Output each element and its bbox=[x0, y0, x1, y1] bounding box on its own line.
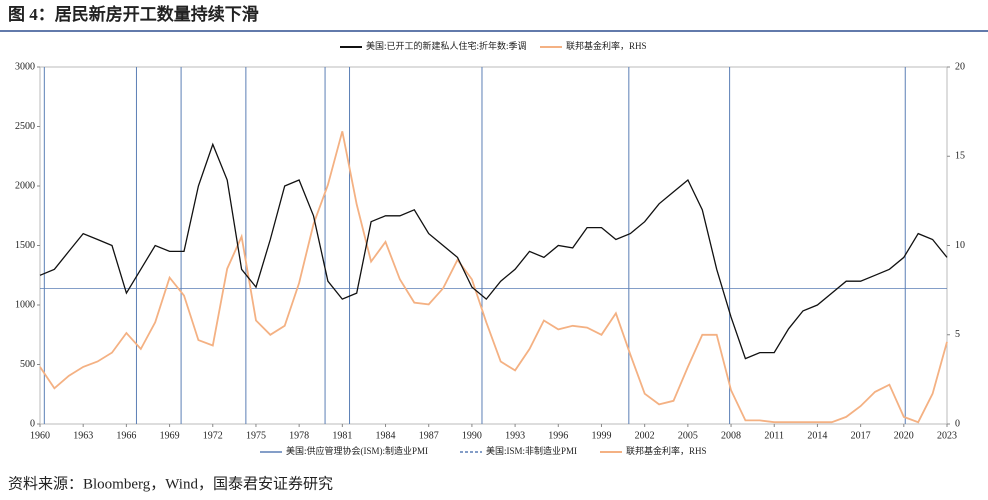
y2-tick-label: 20 bbox=[955, 61, 965, 72]
x-tick-label: 2023 bbox=[937, 430, 957, 441]
x-tick-label: 1987 bbox=[419, 430, 439, 441]
x-tick-label: 1963 bbox=[73, 430, 93, 441]
x-tick-label: 1990 bbox=[462, 430, 482, 441]
y-tick-label: 1500 bbox=[15, 240, 35, 251]
y-tick-label: 0 bbox=[30, 418, 35, 429]
chart-title: 图 4：居民新房开工数量持续下滑 bbox=[8, 4, 259, 24]
legend-label: 美国:ISM:非制造业PMI bbox=[486, 445, 577, 456]
legend-label: 联邦基金利率，RHS bbox=[626, 445, 707, 456]
x-tick-label: 1981 bbox=[332, 430, 352, 441]
x-tick-label: 1978 bbox=[289, 430, 309, 441]
source: 资料来源：Bloomberg，Wind，国泰君安证券研究 bbox=[8, 475, 333, 492]
x-tick-label: 2005 bbox=[678, 430, 698, 441]
series-line bbox=[39, 142, 948, 360]
x-tick-label: 1996 bbox=[548, 430, 568, 441]
y-tick-label: 500 bbox=[20, 359, 35, 370]
x-tick-label: 2020 bbox=[894, 430, 914, 441]
y2-tick-label: 15 bbox=[955, 151, 965, 162]
legend-label: 美国:已开工的新建私人住宅:折年数:季调 bbox=[366, 40, 527, 51]
x-tick-label: 1960 bbox=[30, 430, 50, 441]
y2-tick-label: 10 bbox=[955, 240, 965, 251]
series-line bbox=[39, 131, 948, 424]
x-tick-label: 1984 bbox=[376, 430, 396, 441]
x-tick-label: 2008 bbox=[721, 430, 741, 441]
x-tick-label: 2002 bbox=[635, 430, 655, 441]
y-tick-label: 2500 bbox=[15, 121, 35, 132]
y2-tick-label: 0 bbox=[955, 418, 960, 429]
y2-tick-label: 5 bbox=[955, 329, 960, 340]
x-tick-label: 1966 bbox=[116, 430, 136, 441]
y-tick-label: 3000 bbox=[15, 61, 35, 72]
y-tick-label: 1000 bbox=[15, 299, 35, 310]
y-tick-label: 2000 bbox=[15, 180, 35, 191]
x-tick-label: 1993 bbox=[505, 430, 525, 441]
legend-label: 美国:供应管理协会(ISM):制造业PMI bbox=[286, 445, 428, 456]
x-tick-label: 1999 bbox=[591, 430, 611, 441]
legend-label: 联邦基金利率，RHS bbox=[566, 40, 647, 51]
x-tick-label: 1975 bbox=[246, 430, 266, 441]
x-tick-label: 2011 bbox=[764, 430, 784, 441]
x-tick-label: 2014 bbox=[807, 430, 827, 441]
x-tick-label: 1969 bbox=[160, 430, 180, 441]
x-tick-label: 1972 bbox=[203, 430, 223, 441]
x-tick-label: 2017 bbox=[851, 430, 871, 441]
plot-frame bbox=[39, 66, 948, 425]
